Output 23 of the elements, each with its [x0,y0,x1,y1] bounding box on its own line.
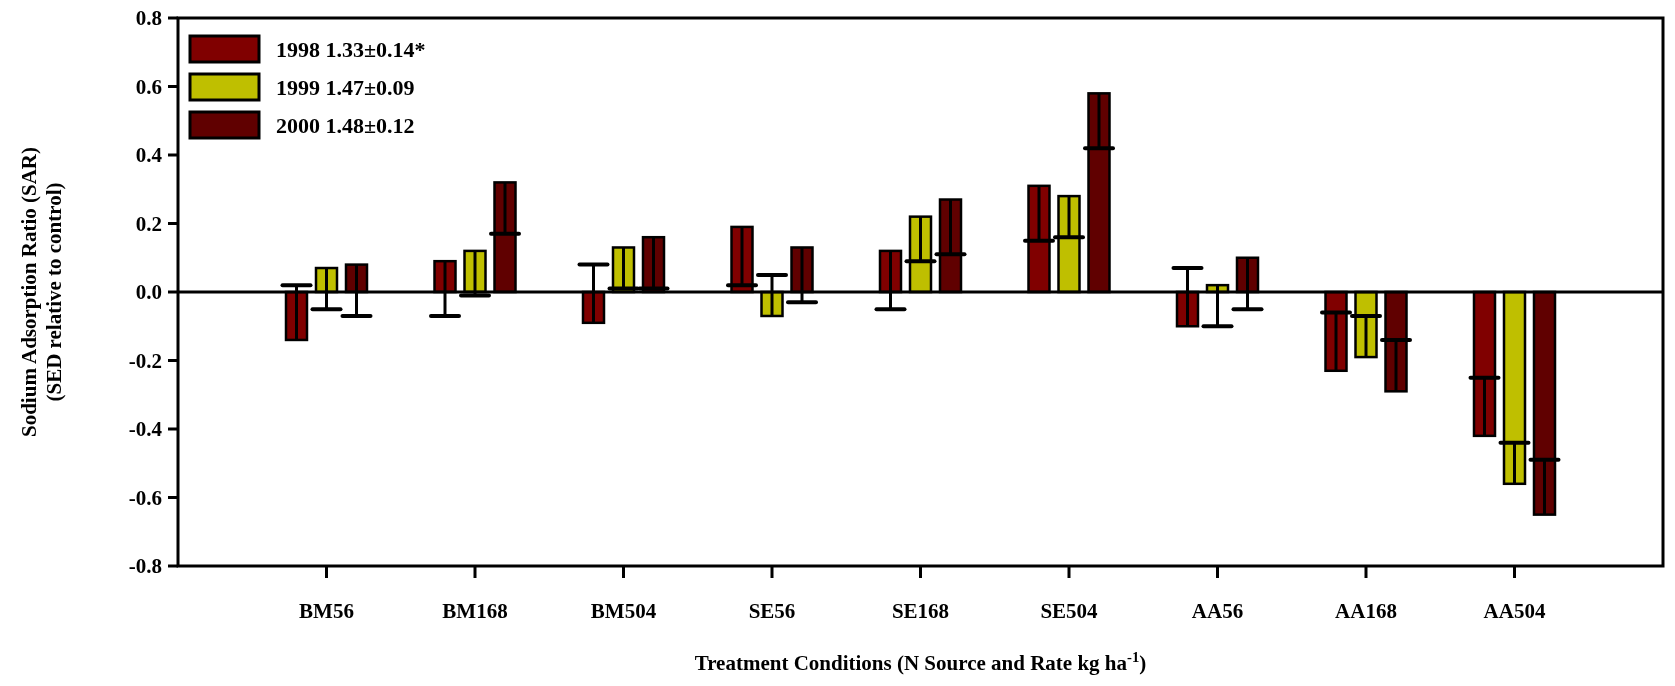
x-tick-label: AA504 [1483,599,1546,623]
legend-label: 1999 1.47±0.09 [276,74,415,100]
legend-label: 1998 1.33±0.14* [276,36,426,62]
y-tick-label: -0.6 [128,485,162,510]
x-tick-label: SE168 [891,599,950,623]
y-tick-label: 0.8 [135,6,162,31]
y-tick-label: 0.2 [135,211,162,236]
y-tick-label: -0.4 [128,417,163,442]
y-axis-title: Sodium Adsorption Ratio (SAR) (SED relative to control) [17,147,66,437]
x-tick-label: SE504 [1040,599,1099,623]
x-axis-title: Treatment Conditions (N Source and Rate kg ha$^{-1}$) [694,649,1147,675]
x-tick-label: AA168 [1335,599,1397,623]
y-tick-label: 0.4 [135,143,163,168]
x-tick-label: BM168 [442,599,508,623]
legend-label: 2000 1.48±0.12 [276,112,415,138]
x-tick-label: BM56 [299,599,354,623]
y-tick-label: 0.0 [135,280,162,305]
x-tick-label: BM504 [590,599,657,623]
y-tick-label: -0.2 [128,348,162,373]
x-tick-label: AA56 [1191,599,1244,623]
y-tick-label: 0.6 [135,74,162,99]
y-tick-label: -0.8 [128,554,162,579]
x-tick-label: SE56 [748,599,796,623]
